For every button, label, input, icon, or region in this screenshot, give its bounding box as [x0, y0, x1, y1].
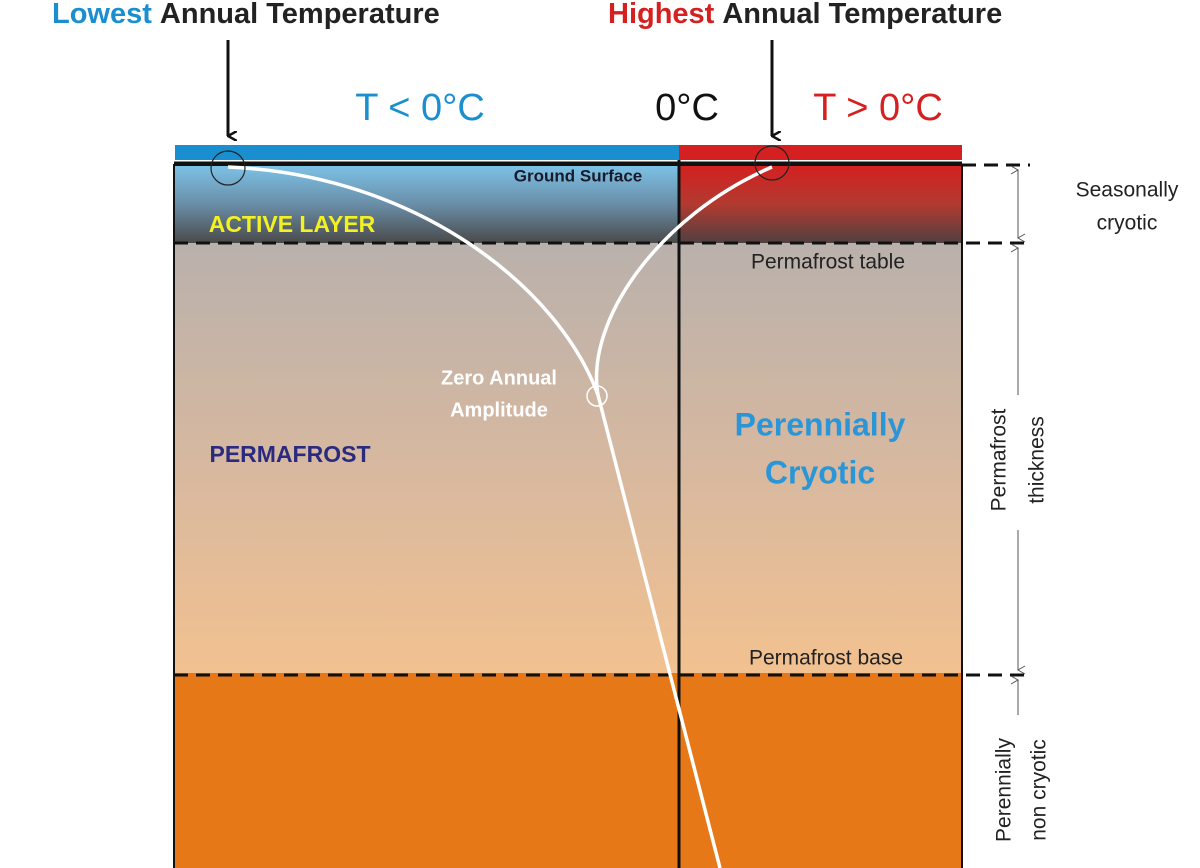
ground-surface: Ground Surface — [514, 166, 642, 185]
rest: Annual Temperature — [160, 0, 440, 30]
rest: Annual Temperature — [722, 0, 1002, 30]
marker-circle — [210, 150, 246, 186]
zaa-line: Amplitude — [450, 399, 548, 421]
marker-circle — [586, 385, 608, 407]
marker-circle — [754, 145, 790, 181]
emphasis: Lowest — [52, 0, 152, 30]
permafrost: PERMAFROST — [210, 441, 371, 467]
min-temp-curve — [227, 165, 722, 868]
header-highest: Highest Annual Temperature — [608, 0, 1002, 30]
temp-above: T > 0°C — [813, 87, 943, 129]
perennially-cryotic: Perennially — [735, 406, 906, 442]
permafrost-base: Permafrost base — [749, 647, 903, 670]
zaa-line: Zero Annual — [441, 367, 557, 389]
warm-bar — [679, 145, 962, 160]
permafrost-thickness: thickness — [1026, 416, 1049, 504]
active-layer: ACTIVE LAYER — [209, 211, 376, 237]
perennially-non-cryotic: Perennially — [993, 738, 1016, 842]
max-temp-curve — [594, 165, 773, 396]
unfrozen-zone — [174, 673, 962, 868]
permafrost-zone — [174, 243, 962, 673]
seasonally-cryotic: cryotic — [1097, 212, 1158, 235]
perennially-cryotic: Cryotic — [765, 454, 875, 490]
emphasis: Highest — [608, 0, 715, 30]
temp-zero: 0°C — [655, 87, 719, 129]
header-lowest: Lowest Annual Temperature — [52, 0, 440, 30]
seasonally-cryotic: Seasonally — [1076, 179, 1179, 202]
permafrost-table: Permafrost table — [751, 251, 905, 274]
permafrost-thickness: Permafrost — [988, 408, 1011, 511]
cold-bar — [175, 145, 679, 160]
perennially-non-cryotic: non cryotic — [1028, 739, 1051, 841]
active-layer-warm — [679, 165, 962, 243]
box-border — [173, 164, 963, 868]
temp-below: T < 0°C — [355, 87, 485, 129]
active-layer-cold — [174, 165, 679, 243]
